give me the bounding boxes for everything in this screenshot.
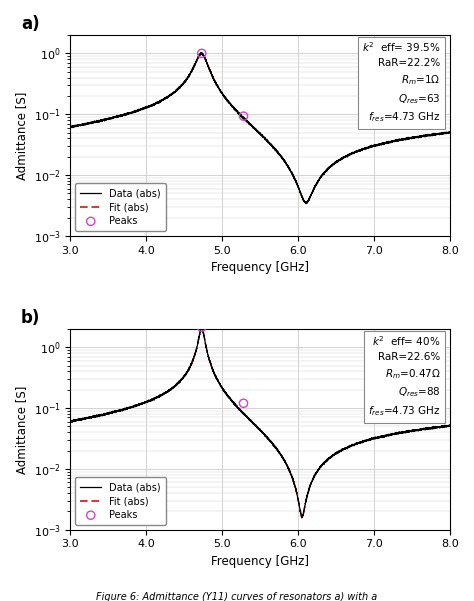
Data (abs) — [447, 129, 453, 136]
Text: a): a) — [21, 15, 39, 33]
Fit (abs) — [380, 140, 385, 147]
Fit (abs) — [380, 433, 385, 440]
Fit (abs) — [295, 183, 301, 191]
Fit (abs) — [199, 50, 204, 57]
Fit (abs) — [67, 123, 73, 130]
Fit (abs) — [67, 418, 73, 425]
Fit (abs) — [351, 149, 357, 156]
Fit (abs) — [137, 401, 142, 408]
Y-axis label: Admittance [S]: Admittance [S] — [15, 385, 28, 474]
Fit (abs) — [303, 199, 309, 206]
Text: $k^2$  eff= 40%
RaR=22.6%
$R_m$=0.47Ω
$Q_{res}$=88
$f_{res}$=4.73 GHz: $k^2$ eff= 40% RaR=22.6% $R_m$=0.47Ω $Q_… — [368, 334, 441, 418]
Data (abs) — [447, 423, 453, 430]
Text: b): b) — [21, 309, 40, 327]
Peaks — [198, 323, 206, 332]
Data (abs) — [303, 200, 309, 207]
Data (abs) — [213, 373, 219, 380]
Data (abs) — [67, 123, 73, 130]
Fit (abs) — [315, 178, 320, 186]
Legend: Data (abs), Fit (abs), Peaks: Data (abs), Fit (abs), Peaks — [75, 183, 166, 231]
Data (abs) — [199, 323, 204, 331]
Fit (abs) — [213, 373, 219, 380]
Line: Data (abs): Data (abs) — [70, 53, 450, 204]
Data (abs) — [299, 514, 305, 522]
Data (abs) — [315, 468, 320, 475]
Data (abs) — [137, 107, 142, 114]
Fit (abs) — [447, 129, 453, 136]
Fit (abs) — [295, 496, 301, 504]
Line: Fit (abs): Fit (abs) — [70, 328, 450, 517]
Fit (abs) — [351, 441, 357, 448]
X-axis label: Frequency [GHz]: Frequency [GHz] — [211, 261, 309, 274]
Fit (abs) — [299, 513, 305, 520]
Data (abs) — [295, 496, 301, 504]
Peaks — [198, 49, 206, 58]
Data (abs) — [213, 79, 219, 86]
Fit (abs) — [137, 106, 142, 114]
Data (abs) — [295, 183, 301, 191]
Legend: Data (abs), Fit (abs), Peaks: Data (abs), Fit (abs), Peaks — [75, 477, 166, 525]
Line: Fit (abs): Fit (abs) — [70, 53, 450, 203]
Data (abs) — [351, 441, 357, 448]
Text: $k^2$  eff= 39.5%
RaR=22.2%
$R_m$=1Ω
$Q_{res}$=63
$f_{res}$=4.73 GHz: $k^2$ eff= 39.5% RaR=22.2% $R_m$=1Ω $Q_{… — [362, 40, 441, 124]
Data (abs) — [351, 149, 357, 156]
Y-axis label: Admittance [S]: Admittance [S] — [15, 91, 28, 180]
Data (abs) — [198, 49, 204, 56]
Fit (abs) — [447, 422, 453, 429]
Fit (abs) — [213, 79, 219, 86]
Data (abs) — [380, 433, 385, 440]
Text: Figure 6: Admittance (Y11) curves of resonators a) with a: Figure 6: Admittance (Y11) curves of res… — [96, 592, 378, 601]
Fit (abs) — [315, 468, 320, 475]
Fit (abs) — [199, 324, 204, 331]
Peaks — [240, 111, 247, 121]
Data (abs) — [137, 401, 142, 409]
Data (abs) — [67, 417, 73, 424]
Line: Data (abs): Data (abs) — [70, 327, 450, 518]
Data (abs) — [380, 140, 385, 147]
X-axis label: Frequency [GHz]: Frequency [GHz] — [211, 555, 309, 568]
Data (abs) — [315, 180, 320, 187]
Peaks — [240, 398, 247, 408]
